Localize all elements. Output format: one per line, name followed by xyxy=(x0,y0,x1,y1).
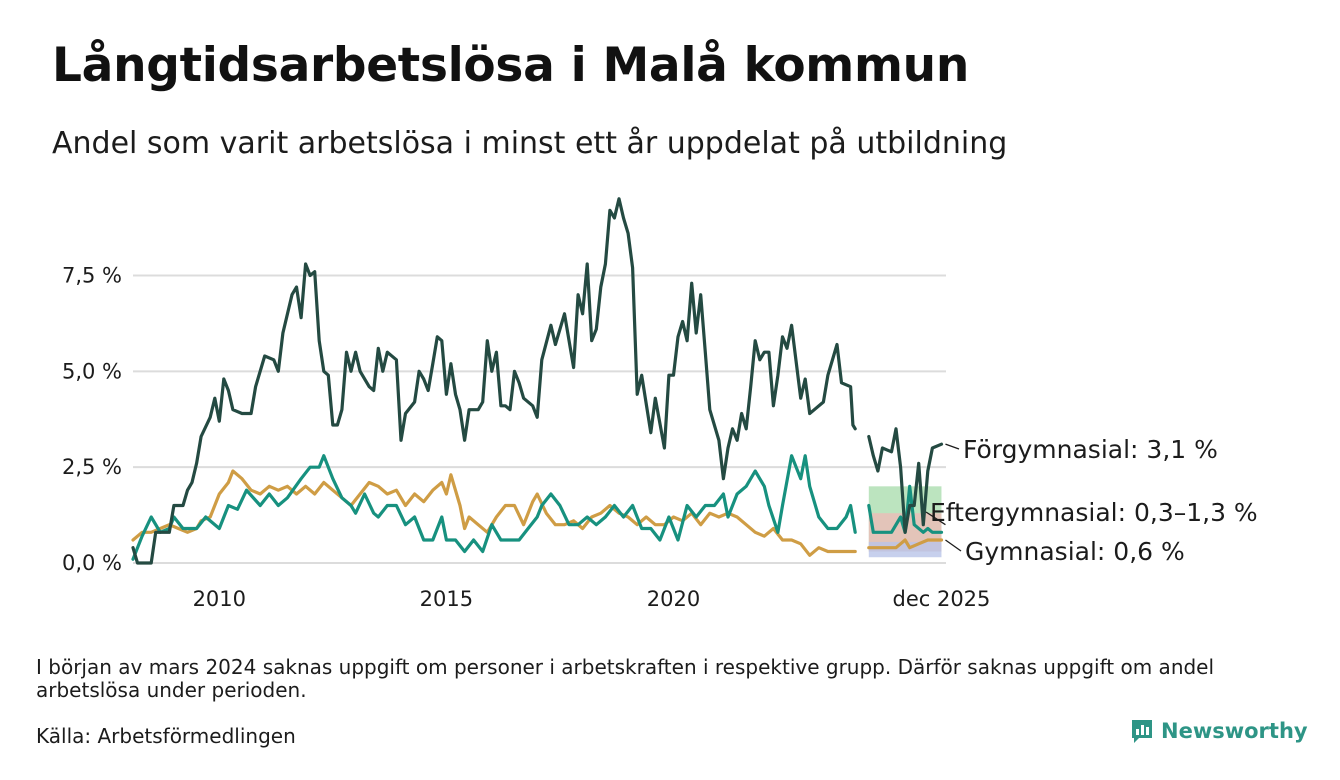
x-tick-label: 2020 xyxy=(647,587,700,611)
series-line-eftergymnasial-1 xyxy=(867,484,944,534)
footnote: I början av mars 2024 saknas uppgift om … xyxy=(36,655,1215,702)
newsworthy-logo-icon xyxy=(1132,720,1152,743)
line-chart: 0,0 % 2,5 % 5,0 % 7,5 % 2010 2015 2020 dec 202… xyxy=(62,197,1258,611)
series-line-förgymnasial-0 xyxy=(131,197,857,565)
y-tick-label: 0,0 % xyxy=(62,551,122,575)
x-tick-label: dec 2025 xyxy=(892,587,990,611)
series-line-gymnasial-1 xyxy=(867,538,944,550)
series-end-label-gymnasial: Gymnasial: 0,6 % xyxy=(965,537,1185,566)
series-end-label-eftergymnasial: Eftergymnasial: 0,3–1,3 % xyxy=(930,498,1258,527)
x-tick-label: 2015 xyxy=(420,587,473,611)
y-tick-label: 5,0 % xyxy=(62,359,122,383)
chart-title: Långtidsarbetslösa i Malå kommun xyxy=(52,38,969,93)
y-axis-labels: 0,0 % 2,5 % 5,0 % 7,5 % xyxy=(62,264,122,576)
brand-name: Newsworthy xyxy=(1161,719,1308,743)
label-connector xyxy=(925,511,946,526)
series-line-förgymnasial-1 xyxy=(867,427,944,534)
x-tick-label: 2010 xyxy=(193,587,246,611)
label-connector xyxy=(945,539,962,552)
chart-subtitle: Andel som varit arbetslösa i minst ett å… xyxy=(52,126,1008,161)
brand-logo[interactable]: Newsworthy xyxy=(1130,718,1308,744)
y-tick-label: 7,5 % xyxy=(62,264,122,288)
y-tick-label: 2,5 % xyxy=(62,455,122,479)
x-axis-labels: 2010 2015 2020 dec 2025 xyxy=(193,587,991,611)
label-connector xyxy=(945,443,960,450)
band-extra-0 xyxy=(868,541,942,558)
series-end-labels: Förgymnasial: 3,1 % Eftergymnasial: 0,3–1… xyxy=(925,435,1258,566)
series-lines xyxy=(131,197,944,565)
source-text: Källa: Arbetsförmedlingen xyxy=(36,724,296,748)
series-line-eftergymnasial-0 xyxy=(131,454,857,561)
series-end-label-förgymnasial: Förgymnasial: 3,1 % xyxy=(963,435,1218,464)
gridlines xyxy=(133,274,946,564)
